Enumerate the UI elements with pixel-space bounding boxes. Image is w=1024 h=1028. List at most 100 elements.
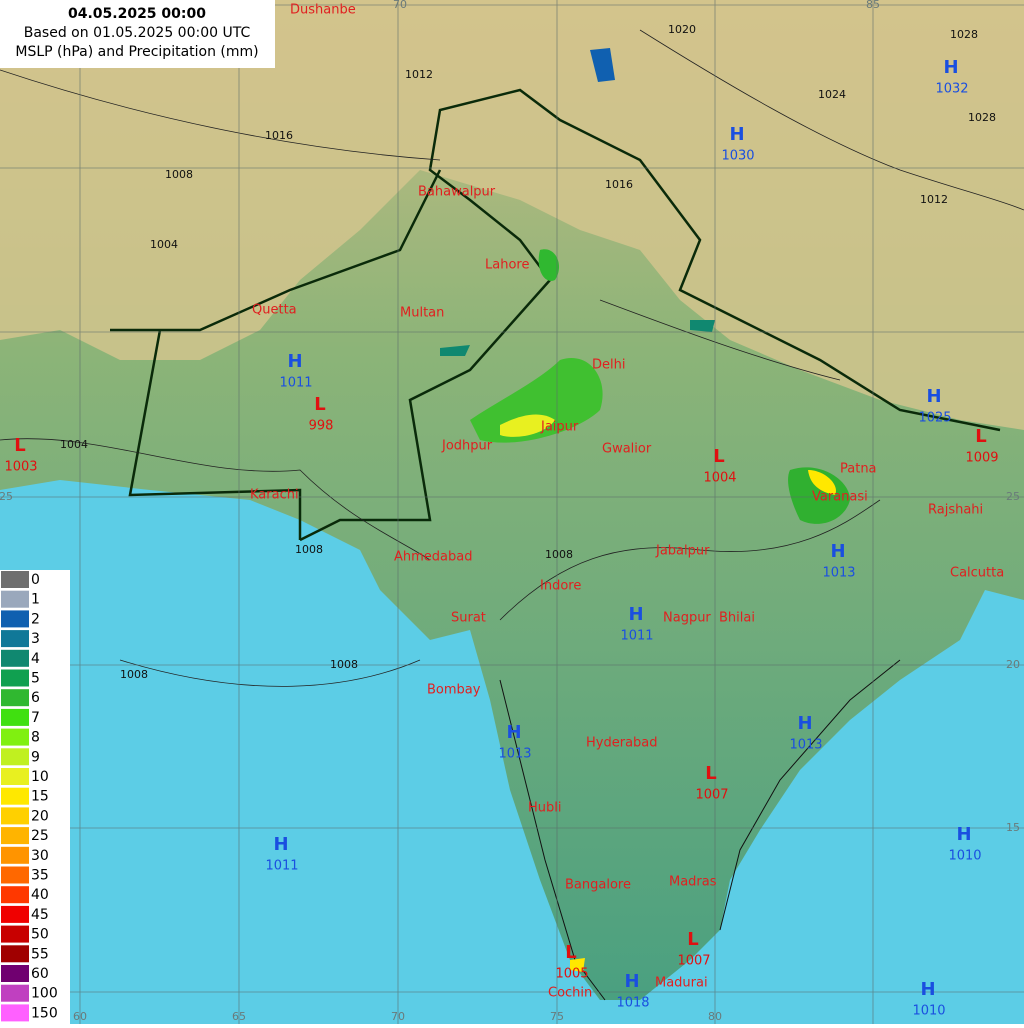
coastline-sri <box>499 659 901 1001</box>
isobar-label: 1008 <box>165 168 193 181</box>
pressure-letter: L <box>687 929 698 950</box>
legend-swatch <box>1 886 29 904</box>
legend-swatch <box>1 984 29 1002</box>
pressure-letter: H <box>506 722 521 743</box>
isobar-label: 1004 <box>60 438 88 451</box>
border <box>110 88 1001 542</box>
grid-label: 25 <box>1006 490 1020 503</box>
city-label: Indore <box>540 579 581 594</box>
grid-label: 70 <box>393 0 407 11</box>
grid-label: 65 <box>232 1010 246 1023</box>
legend-swatch <box>1 610 29 628</box>
legend-swatch <box>1 689 29 707</box>
city-label: Dushanbe <box>290 3 356 18</box>
pressure-letter: H <box>956 824 971 845</box>
legend-label: 100 <box>31 986 58 1002</box>
pressure-letter: L <box>713 446 724 467</box>
city-label: Karachi <box>250 488 299 503</box>
legend-swatch <box>1 965 29 982</box>
legend-label: 30 <box>31 848 49 864</box>
pressure-letter: H <box>926 386 941 407</box>
isobar-label: 1004 <box>150 238 178 251</box>
pressure-value: 1010 <box>912 1004 945 1019</box>
legend-label: 1 <box>31 592 40 608</box>
pressure-letter: L <box>565 942 576 963</box>
legend-swatch <box>1 945 29 963</box>
isobar-label: 1024 <box>818 88 846 101</box>
pressure-letter: L <box>705 763 716 784</box>
grid-label: 75 <box>550 1010 564 1023</box>
pressure-value: 1003 <box>4 460 37 475</box>
legend-label: 15 <box>31 789 49 805</box>
pressure-value: 1004 <box>703 471 736 486</box>
header-based-on: Based on 01.05.2025 00:00 UTC <box>24 25 251 41</box>
pressure-value: 1030 <box>721 149 754 164</box>
pressure-value: 1013 <box>822 566 855 581</box>
legend-swatch <box>1 807 29 825</box>
isobar-label: 1016 <box>265 129 293 142</box>
legend-swatch <box>1 748 29 766</box>
legend-swatch <box>1 905 29 923</box>
city-label: Jaipur <box>540 420 579 435</box>
city-label: Multan <box>400 306 444 321</box>
legend-swatch <box>1 708 29 726</box>
pressure-value: 1007 <box>677 954 710 969</box>
pressure-value: 1032 <box>935 82 968 97</box>
legend-swatch <box>1 787 29 805</box>
pressure-value: 1011 <box>265 859 298 874</box>
legend-swatch <box>1 728 29 746</box>
city-label: Delhi <box>592 358 625 373</box>
legend-swatch <box>1 1004 29 1022</box>
city-label: Madras <box>669 875 717 890</box>
pressure-value: 1011 <box>620 629 653 644</box>
grid-label: 15 <box>1006 821 1020 834</box>
grid-label: 80 <box>708 1010 722 1023</box>
legend-label: 8 <box>31 730 40 746</box>
city-label: Madurai <box>655 976 708 991</box>
pressure-letter: H <box>943 57 958 78</box>
grid-label: 20 <box>1006 658 1020 671</box>
city-label: Calcutta <box>950 566 1004 581</box>
legend-swatch <box>1 846 29 864</box>
pressure-letter: L <box>975 426 986 447</box>
legend-swatch <box>1 925 29 943</box>
legend-label: 45 <box>31 907 49 923</box>
grid-label: 60 <box>73 1010 87 1023</box>
legend-label: 6 <box>31 690 40 706</box>
city-label: Nagpur <box>663 611 711 626</box>
legend-swatch <box>1 866 29 884</box>
isobar-label: 1008 <box>295 543 323 556</box>
legend-label: 9 <box>31 749 40 765</box>
precipitation <box>440 48 850 972</box>
pressure-value: 1018 <box>616 996 649 1011</box>
legend-label: 20 <box>31 808 49 824</box>
legend-label: 25 <box>31 828 49 844</box>
pressure-letter: H <box>287 351 302 372</box>
isobar-label: 1008 <box>120 668 148 681</box>
city-label: Ahmedabad <box>394 550 472 565</box>
pressure-letter: H <box>624 971 639 992</box>
legend-swatch <box>1 768 29 785</box>
city-label: Rajshahi <box>928 503 983 518</box>
legend-label: 150 <box>31 1005 58 1021</box>
isobar-label: 1008 <box>330 658 358 671</box>
pressure-value: 1009 <box>965 451 998 466</box>
grid-label: 70 <box>391 1010 405 1023</box>
grid-label: 85 <box>866 0 880 11</box>
city-label: Lahore <box>485 258 529 273</box>
legend-label: 55 <box>31 946 49 962</box>
pressure-letter: L <box>314 394 325 415</box>
pressure-letter: H <box>797 713 812 734</box>
pressure-value: 1011 <box>279 376 312 391</box>
header-date: 04.05.2025 00:00 <box>68 6 206 22</box>
isobar-label: 1020 <box>668 23 696 36</box>
isobar-label: 1028 <box>968 111 996 124</box>
legend-label: 7 <box>31 710 40 726</box>
header-box <box>0 0 275 68</box>
pressure-letter: H <box>830 541 845 562</box>
legend-label: 60 <box>31 966 49 982</box>
city-label: Quetta <box>252 303 297 318</box>
pressure-letter: H <box>628 604 643 625</box>
city-label: Jodhpur <box>441 439 493 454</box>
